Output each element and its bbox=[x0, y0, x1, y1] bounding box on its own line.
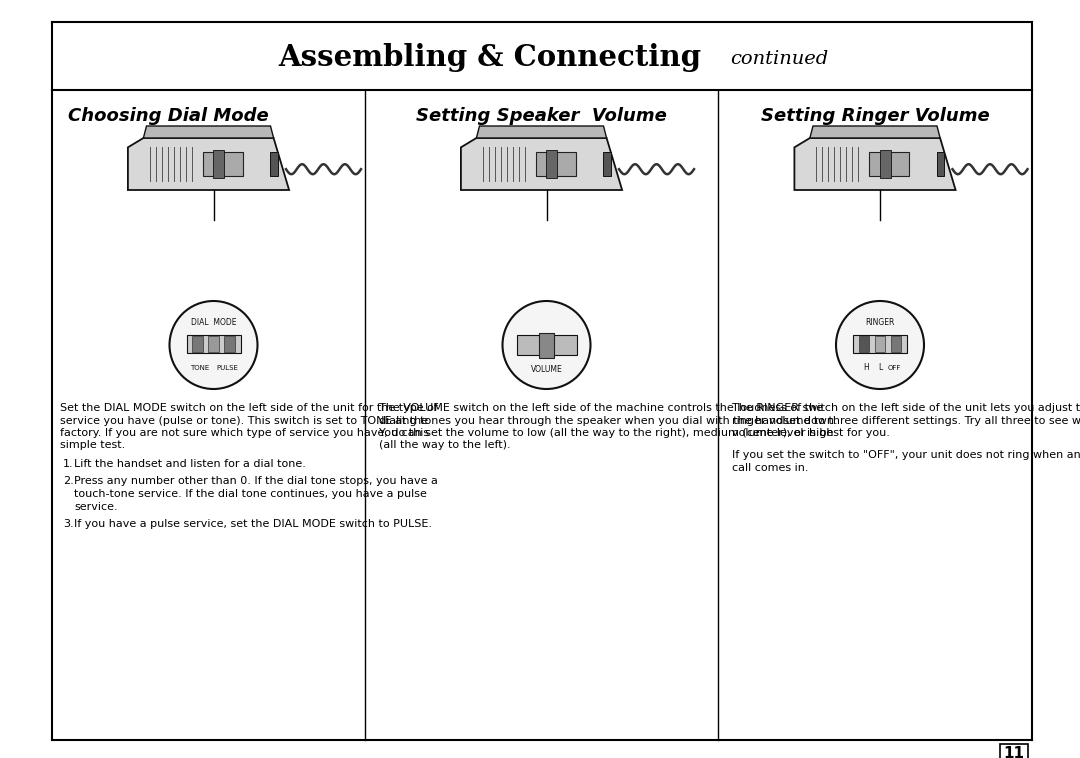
FancyBboxPatch shape bbox=[208, 337, 219, 352]
Text: continued: continued bbox=[730, 50, 828, 68]
Text: If you set the switch to "OFF", your unit does not ring when an incoming: If you set the switch to "OFF", your uni… bbox=[732, 450, 1080, 461]
Polygon shape bbox=[144, 126, 273, 138]
Text: TONE: TONE bbox=[190, 365, 210, 371]
Text: service you have (pulse or tone). This switch is set to TONE at the: service you have (pulse or tone). This s… bbox=[60, 415, 428, 425]
Polygon shape bbox=[795, 138, 956, 190]
Text: touch-tone service. If the dial tone continues, you have a pulse: touch-tone service. If the dial tone con… bbox=[75, 489, 427, 499]
Circle shape bbox=[502, 301, 591, 389]
Text: H: H bbox=[863, 363, 869, 372]
Text: dialing tones you hear through the speaker when you dial with the handset down.: dialing tones you hear through the speak… bbox=[379, 415, 838, 425]
FancyBboxPatch shape bbox=[536, 152, 576, 177]
Text: If you have a pulse service, set the DIAL MODE switch to PULSE.: If you have a pulse service, set the DIA… bbox=[75, 519, 432, 529]
Text: You can set the volume to low (all the way to the right), medium (center), or hi: You can set the volume to low (all the w… bbox=[379, 428, 834, 438]
Text: The VOLUME switch on the left side of the machine controls the loudness of the: The VOLUME switch on the left side of th… bbox=[379, 403, 823, 413]
Circle shape bbox=[836, 301, 924, 389]
Text: PULSE: PULSE bbox=[217, 365, 239, 371]
Text: The RINGER switch on the left side of the unit lets you adjust the: The RINGER switch on the left side of th… bbox=[732, 403, 1080, 413]
FancyBboxPatch shape bbox=[203, 152, 243, 177]
Text: 3.: 3. bbox=[63, 519, 73, 529]
Text: factory. If you are not sure which type of service you have, do this: factory. If you are not sure which type … bbox=[60, 428, 429, 438]
Text: ringer volume to three different settings. Try all three to see which: ringer volume to three different setting… bbox=[732, 415, 1080, 425]
Text: RINGER: RINGER bbox=[865, 318, 894, 327]
Text: call comes in.: call comes in. bbox=[732, 463, 809, 473]
Text: simple test.: simple test. bbox=[60, 440, 125, 450]
Text: VOLUME: VOLUME bbox=[530, 365, 563, 374]
Text: DIAL  MODE: DIAL MODE bbox=[191, 318, 237, 327]
Circle shape bbox=[170, 301, 257, 389]
Text: Setting Ringer Volume: Setting Ringer Volume bbox=[760, 107, 989, 125]
Text: Assembling & Connecting: Assembling & Connecting bbox=[279, 43, 702, 73]
Text: Choosing Dial Mode: Choosing Dial Mode bbox=[68, 107, 269, 125]
FancyBboxPatch shape bbox=[853, 335, 907, 353]
Text: OFF: OFF bbox=[888, 365, 901, 371]
FancyBboxPatch shape bbox=[879, 150, 891, 178]
FancyBboxPatch shape bbox=[187, 335, 241, 353]
FancyBboxPatch shape bbox=[859, 337, 869, 352]
FancyBboxPatch shape bbox=[270, 152, 278, 176]
Polygon shape bbox=[476, 126, 607, 138]
FancyBboxPatch shape bbox=[213, 150, 224, 178]
Text: L: L bbox=[878, 363, 882, 372]
Text: 2.: 2. bbox=[63, 477, 73, 487]
Polygon shape bbox=[810, 126, 940, 138]
FancyBboxPatch shape bbox=[539, 333, 554, 358]
FancyBboxPatch shape bbox=[936, 152, 944, 176]
Text: Press any number other than 0. If the dial tone stops, you have a: Press any number other than 0. If the di… bbox=[75, 477, 437, 487]
FancyBboxPatch shape bbox=[225, 337, 234, 352]
FancyBboxPatch shape bbox=[192, 337, 203, 352]
Polygon shape bbox=[461, 138, 622, 190]
FancyBboxPatch shape bbox=[546, 150, 557, 178]
FancyBboxPatch shape bbox=[604, 152, 611, 176]
Text: 11: 11 bbox=[1003, 747, 1025, 758]
Text: volume level is best for you.: volume level is best for you. bbox=[732, 428, 890, 438]
Text: (all the way to the left).: (all the way to the left). bbox=[379, 440, 511, 450]
Text: Lift the handset and listen for a dial tone.: Lift the handset and listen for a dial t… bbox=[75, 459, 306, 469]
Polygon shape bbox=[127, 138, 289, 190]
Text: Set the DIAL MODE switch on the left side of the unit for the type of: Set the DIAL MODE switch on the left sid… bbox=[60, 403, 437, 413]
FancyBboxPatch shape bbox=[891, 337, 902, 352]
Text: Setting Speaker  Volume: Setting Speaker Volume bbox=[416, 107, 667, 125]
Text: service.: service. bbox=[75, 502, 118, 512]
FancyBboxPatch shape bbox=[516, 335, 577, 355]
Text: 1.: 1. bbox=[63, 459, 73, 469]
FancyBboxPatch shape bbox=[1000, 744, 1028, 758]
FancyBboxPatch shape bbox=[875, 337, 886, 352]
FancyBboxPatch shape bbox=[869, 152, 909, 177]
